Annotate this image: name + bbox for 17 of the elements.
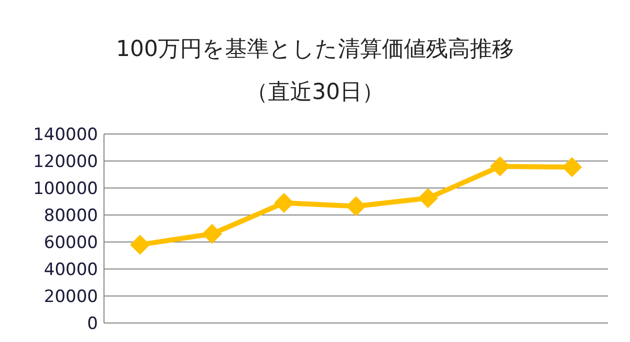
point [418, 188, 438, 208]
y-tick-label: 140000 [33, 125, 98, 145]
chart-title: 100万円を基準とした清算価値残高推移 [116, 37, 514, 62]
point [562, 157, 582, 178]
point [274, 192, 294, 213]
y-tick-label: 40000 [44, 260, 98, 280]
point [346, 196, 366, 216]
y-tick-label: 0 [87, 314, 98, 334]
y-tick-label: 60000 [44, 233, 98, 253]
y-tick-label: 80000 [44, 206, 98, 226]
y-tick-label: 20000 [44, 287, 98, 307]
point [490, 156, 510, 176]
y-tick-label: 120000 [33, 152, 98, 172]
chart-subtitle: （直近30日） [246, 80, 384, 105]
y-tick-label: 100000 [33, 179, 98, 199]
point [130, 234, 150, 255]
point [202, 224, 222, 244]
